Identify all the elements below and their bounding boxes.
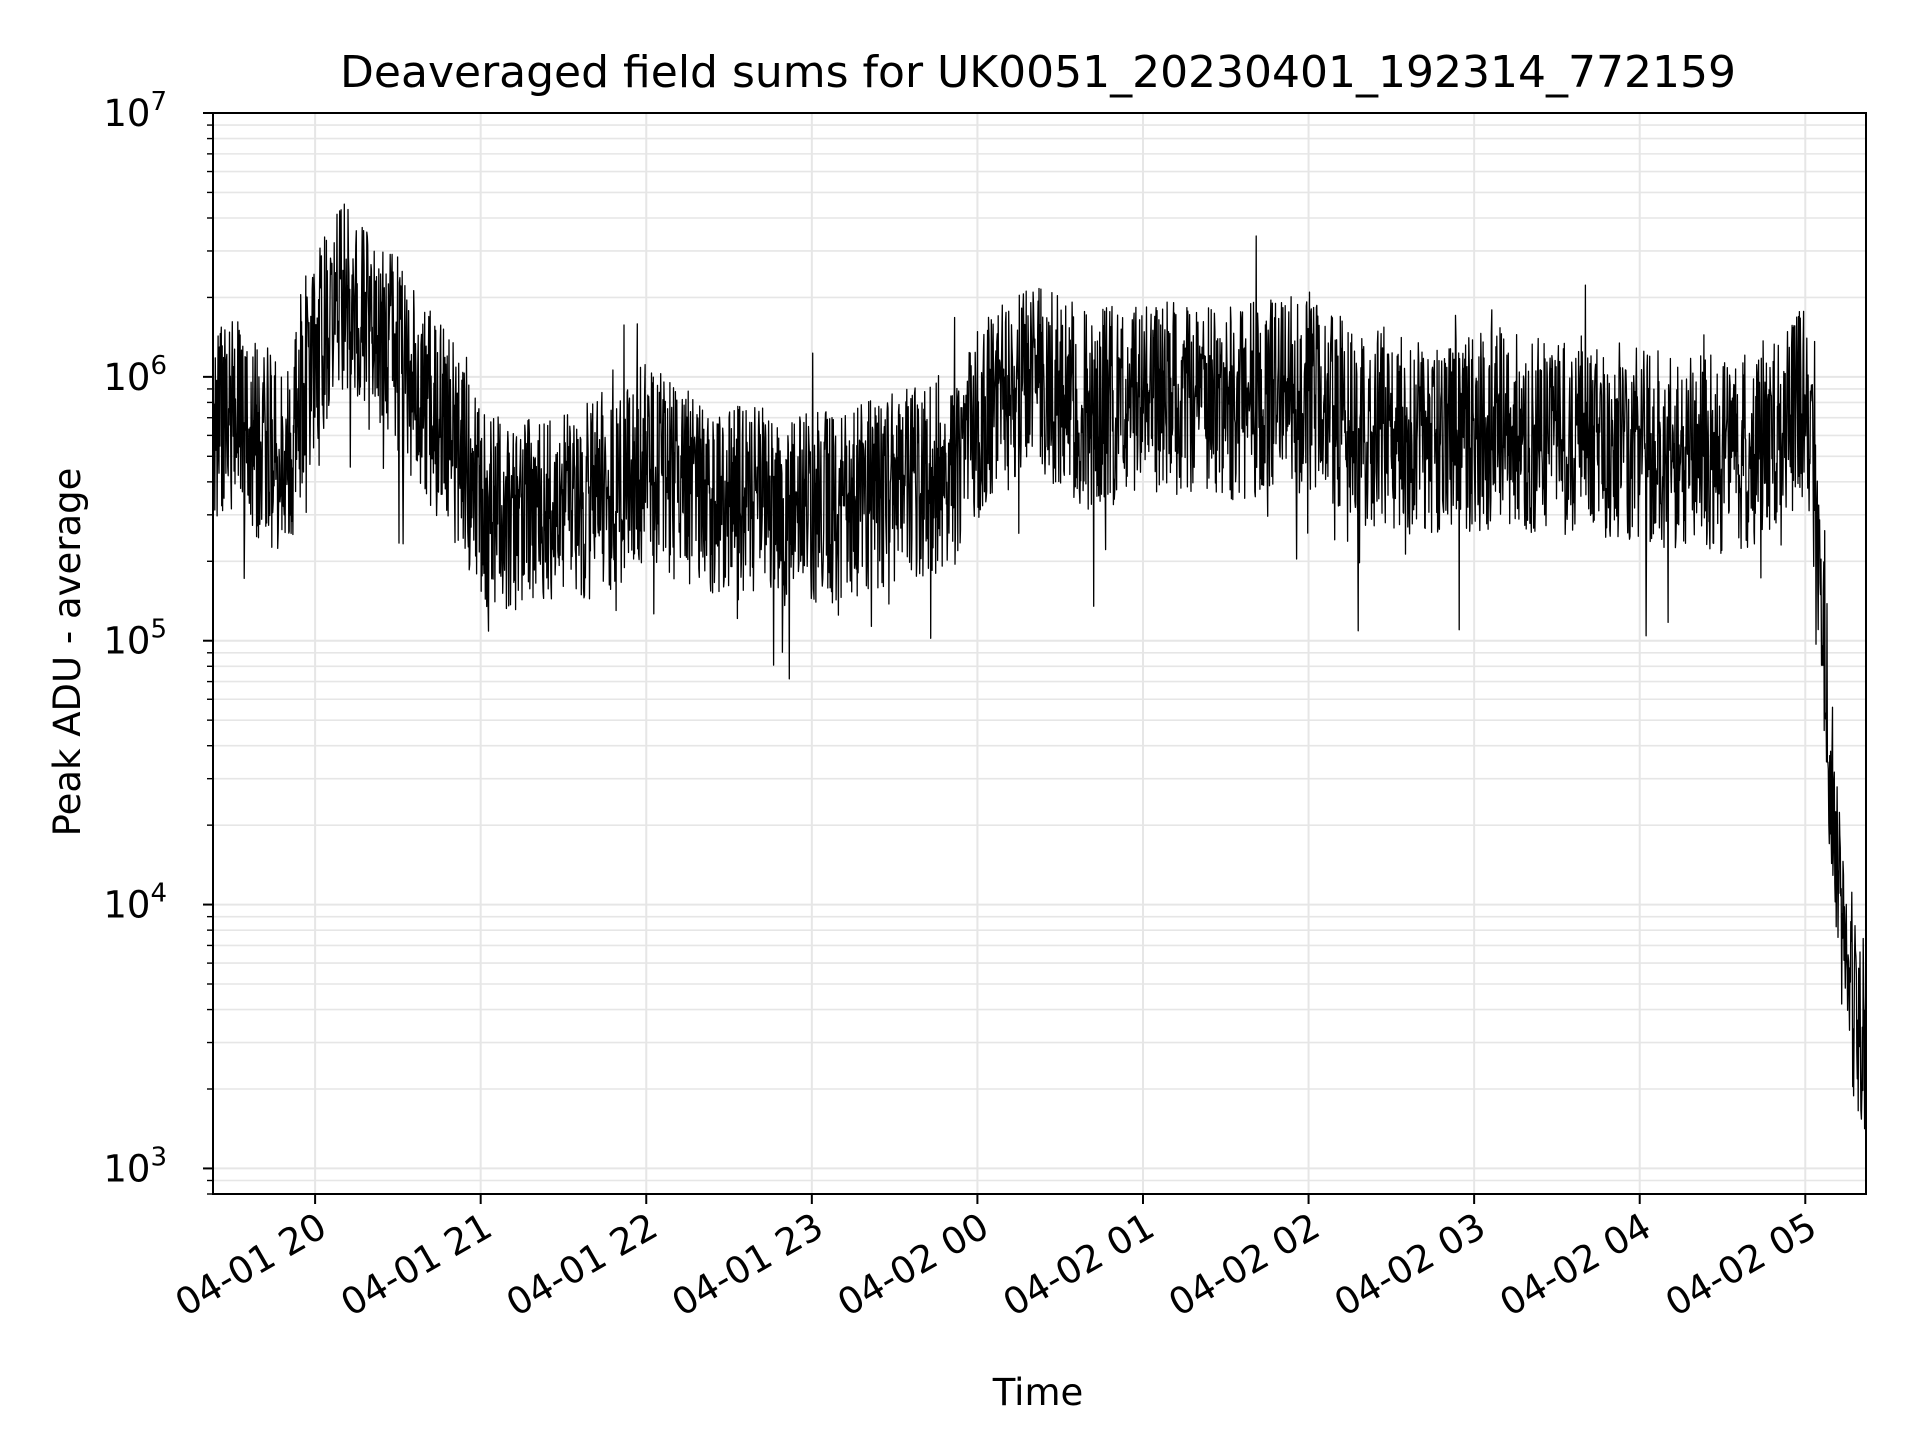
- y-tick-label: 104: [103, 879, 167, 927]
- y-tick-exponent: 6: [150, 351, 167, 381]
- y-tick-exponent: 4: [150, 879, 167, 909]
- plot-frame: [212, 112, 1867, 1195]
- y-tick-base: 10: [103, 884, 150, 927]
- y-tick-label: 105: [103, 615, 167, 663]
- y-tick-label: 106: [103, 351, 167, 399]
- y-tick-base: 10: [103, 1147, 150, 1190]
- y-tick-exponent: 5: [150, 615, 167, 645]
- y-tick-label: 107: [103, 87, 167, 135]
- y-axis-label: Peak ADU - average: [46, 468, 89, 837]
- y-tick-exponent: 3: [150, 1142, 167, 1172]
- series-line: [212, 203, 1867, 1130]
- y-tick-label: 103: [103, 1142, 167, 1190]
- y-tick-base: 10: [103, 92, 150, 135]
- y-tick-exponent: 7: [150, 87, 167, 117]
- y-tick-base: 10: [103, 356, 150, 399]
- x-axis-label: Time: [992, 1371, 1084, 1414]
- chart-title: Deaveraged field sums for UK0051_2023040…: [340, 47, 1736, 98]
- y-tick-base: 10: [103, 620, 150, 663]
